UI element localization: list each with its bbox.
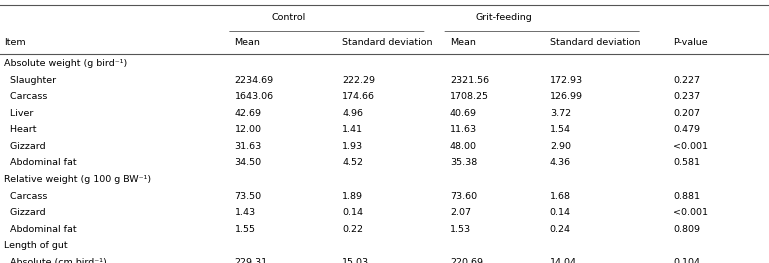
Text: 34.50: 34.50 <box>235 158 261 168</box>
Text: 35.38: 35.38 <box>450 158 477 168</box>
Text: 2234.69: 2234.69 <box>235 75 274 85</box>
Text: 1.68: 1.68 <box>550 191 571 201</box>
Text: Relative weight (g 100 g BW⁻¹): Relative weight (g 100 g BW⁻¹) <box>4 175 151 184</box>
Text: 1.43: 1.43 <box>235 208 255 217</box>
Text: Abdominal fat: Abdominal fat <box>4 158 76 168</box>
Text: Standard deviation: Standard deviation <box>342 38 433 47</box>
Text: Abdominal fat: Abdominal fat <box>4 225 76 234</box>
Text: 0.22: 0.22 <box>342 225 363 234</box>
Text: Slaughter: Slaughter <box>4 75 56 85</box>
Text: 172.93: 172.93 <box>550 75 583 85</box>
Text: 42.69: 42.69 <box>235 109 261 118</box>
Text: Carcass: Carcass <box>4 92 47 101</box>
Text: 11.63: 11.63 <box>450 125 477 134</box>
Text: Gizzard: Gizzard <box>4 208 45 217</box>
Text: 40.69: 40.69 <box>450 109 477 118</box>
Text: 2.07: 2.07 <box>450 208 471 217</box>
Text: Standard deviation: Standard deviation <box>550 38 641 47</box>
Text: 15.03: 15.03 <box>342 258 369 263</box>
Text: Grit-feeding: Grit-feeding <box>475 13 532 22</box>
Text: 4.96: 4.96 <box>342 109 363 118</box>
Text: 0.479: 0.479 <box>673 125 700 134</box>
Text: 2.90: 2.90 <box>550 142 571 151</box>
Text: 174.66: 174.66 <box>342 92 375 101</box>
Text: 0.581: 0.581 <box>673 158 700 168</box>
Text: 48.00: 48.00 <box>450 142 477 151</box>
Text: 0.237: 0.237 <box>673 92 700 101</box>
Text: 1.93: 1.93 <box>342 142 363 151</box>
Text: Heart: Heart <box>4 125 36 134</box>
Text: 4.52: 4.52 <box>342 158 363 168</box>
Text: 4.36: 4.36 <box>550 158 571 168</box>
Text: 3.72: 3.72 <box>550 109 571 118</box>
Text: 73.50: 73.50 <box>235 191 261 201</box>
Text: Gizzard: Gizzard <box>4 142 45 151</box>
Text: 0.104: 0.104 <box>673 258 700 263</box>
Text: 1.53: 1.53 <box>450 225 471 234</box>
Text: Liver: Liver <box>4 109 33 118</box>
Text: 1708.25: 1708.25 <box>450 92 489 101</box>
Text: 1.54: 1.54 <box>550 125 571 134</box>
Text: Control: Control <box>271 13 305 22</box>
Text: 1.55: 1.55 <box>235 225 255 234</box>
Text: 31.63: 31.63 <box>235 142 261 151</box>
Text: 0.14: 0.14 <box>550 208 571 217</box>
Text: Absolute (cm bird⁻¹): Absolute (cm bird⁻¹) <box>4 258 107 263</box>
Text: <0.001: <0.001 <box>673 142 708 151</box>
Text: Mean: Mean <box>450 38 476 47</box>
Text: 0.227: 0.227 <box>673 75 700 85</box>
Text: 222.29: 222.29 <box>342 75 375 85</box>
Text: <0.001: <0.001 <box>673 208 708 217</box>
Text: 229.31: 229.31 <box>235 258 268 263</box>
Text: Carcass: Carcass <box>4 191 47 201</box>
Text: 0.24: 0.24 <box>550 225 571 234</box>
Text: 220.69: 220.69 <box>450 258 483 263</box>
Text: Absolute weight (g bird⁻¹): Absolute weight (g bird⁻¹) <box>4 59 127 68</box>
Text: Item: Item <box>4 38 25 47</box>
Text: 2321.56: 2321.56 <box>450 75 489 85</box>
Text: 0.881: 0.881 <box>673 191 700 201</box>
Text: 1.89: 1.89 <box>342 191 363 201</box>
Text: 1.41: 1.41 <box>342 125 363 134</box>
Text: 126.99: 126.99 <box>550 92 583 101</box>
Text: 0.207: 0.207 <box>673 109 700 118</box>
Text: Length of gut: Length of gut <box>4 241 68 250</box>
Text: 0.14: 0.14 <box>342 208 363 217</box>
Text: 1643.06: 1643.06 <box>235 92 274 101</box>
Text: 12.00: 12.00 <box>235 125 261 134</box>
Text: 0.809: 0.809 <box>673 225 700 234</box>
Text: P-value: P-value <box>673 38 707 47</box>
Text: 73.60: 73.60 <box>450 191 477 201</box>
Text: 14.04: 14.04 <box>550 258 577 263</box>
Text: Mean: Mean <box>235 38 261 47</box>
